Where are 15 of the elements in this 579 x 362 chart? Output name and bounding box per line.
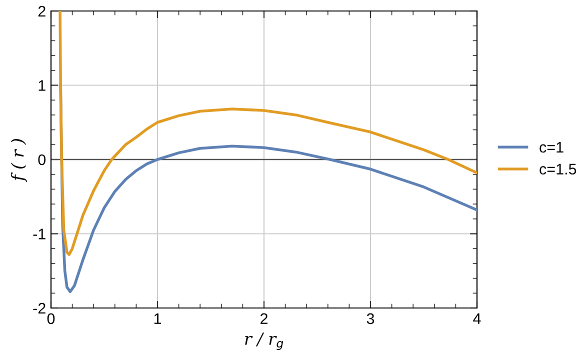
y-tick-label: -1 <box>33 228 46 240</box>
line-series <box>58 11 477 256</box>
y-axis-title: f ( r ) <box>10 139 27 182</box>
x-tick-label: 0 <box>47 313 55 324</box>
x-tick-label: 2 <box>260 313 268 324</box>
x-tick-label: 4 <box>473 313 481 324</box>
x-tick-label: 3 <box>366 313 374 324</box>
legend-label: c=1.5 <box>540 164 576 175</box>
x-axis-title: r / r$_{g}$ <box>245 332 284 350</box>
x-tick-label: 1 <box>154 313 162 324</box>
y-tick-label: 0 <box>38 154 46 166</box>
y-tick-label: -2 <box>33 302 46 314</box>
y-tick-label: 2 <box>38 6 46 17</box>
y-tick-label: 1 <box>38 80 46 91</box>
legend-label: c=1 <box>540 142 564 153</box>
